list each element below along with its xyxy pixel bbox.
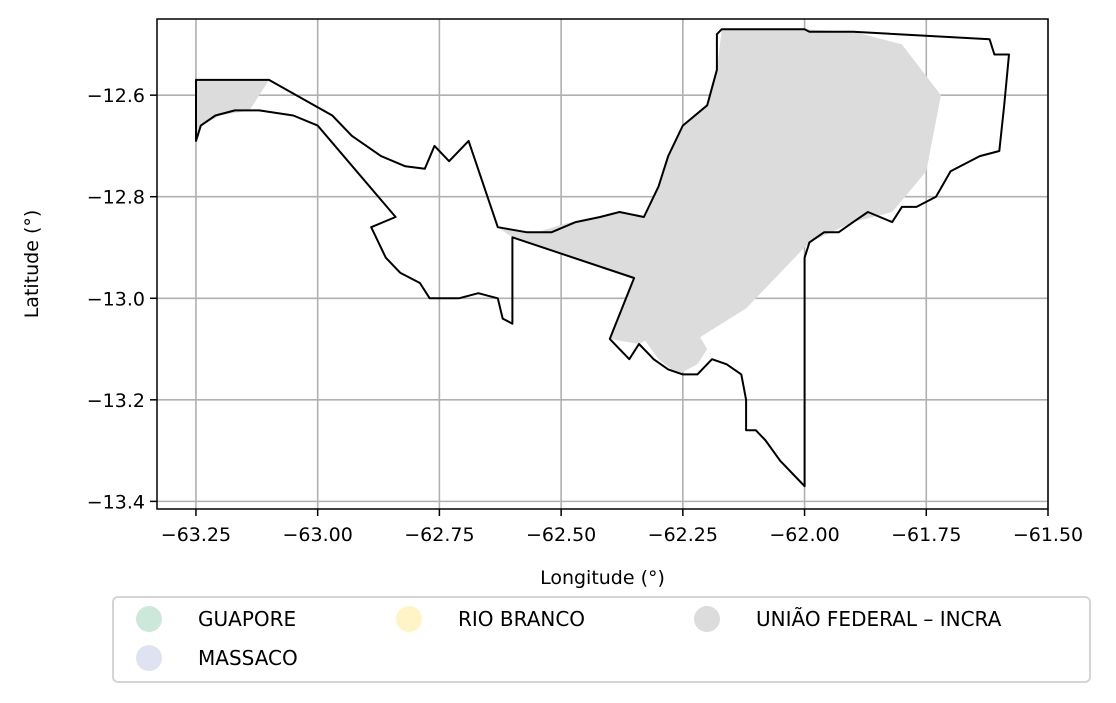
- x-tick-label: −62.75: [404, 524, 474, 546]
- legend-item-massaco: MASSACO: [136, 643, 298, 673]
- y-tick-label: −13.2: [87, 390, 145, 412]
- boundary-outline: [195, 28, 1010, 488]
- legend-marker-massaco: [136, 645, 162, 671]
- x-tick-label: −62.00: [769, 524, 839, 546]
- x-tick-label: −62.50: [526, 524, 596, 546]
- x-axis-label: Longitude (°): [540, 567, 665, 589]
- legend: GUAPORE MASSACO RIO BRANCO UNIÃO FEDERAL…: [112, 596, 1091, 683]
- y-tick-label: −12.6: [87, 85, 145, 107]
- map-figure: −63.25 −63.00 −62.75 −62.50 −62.25 −62.00 −61.…: [21, 18, 1083, 589]
- x-axis-ticks: −63.25 −63.00 −62.75 −62.50 −62.25 −62.00 −61.…: [161, 509, 1083, 546]
- x-tick-label: −62.25: [648, 524, 718, 546]
- legend-marker-uniao-federal-incra: [694, 606, 720, 632]
- legend-marker-rio-branco: [396, 606, 422, 632]
- legend-item-rio-branco: RIO BRANCO: [396, 604, 585, 634]
- y-tick-label: −13.4: [87, 491, 145, 513]
- incra-land-area: [619, 298, 708, 375]
- legend-item-guapore: GUAPORE: [136, 604, 296, 634]
- x-tick-label: −63.25: [161, 524, 231, 546]
- y-tick-label: −12.8: [87, 187, 145, 209]
- legend-label-massaco: MASSACO: [198, 646, 298, 670]
- legend-item-uniao-federal-incra: UNIÃO FEDERAL – INCRA: [694, 604, 1001, 634]
- legend-label-rio-branco: RIO BRANCO: [458, 607, 586, 631]
- plot-frame: [156, 18, 1049, 510]
- legend-marker-guapore: [136, 606, 162, 632]
- y-tick-label: −13.0: [87, 288, 145, 310]
- incra-land-area: [497, 29, 941, 344]
- y-axis-label: Latitude (°): [21, 210, 43, 319]
- municipality-boundary: [195, 28, 1010, 488]
- y-axis-ticks: −12.6 −12.8 −13.0 −13.2 −13.4: [87, 85, 157, 513]
- legend-label-uniao-federal-incra: UNIÃO FEDERAL – INCRA: [756, 607, 1002, 631]
- x-tick-label: −61.75: [891, 524, 961, 546]
- legend-label-guapore: GUAPORE: [198, 607, 297, 631]
- x-tick-label: −63.00: [283, 524, 353, 546]
- incra-land-areas: [196, 29, 941, 375]
- x-tick-label: −61.50: [1013, 524, 1083, 546]
